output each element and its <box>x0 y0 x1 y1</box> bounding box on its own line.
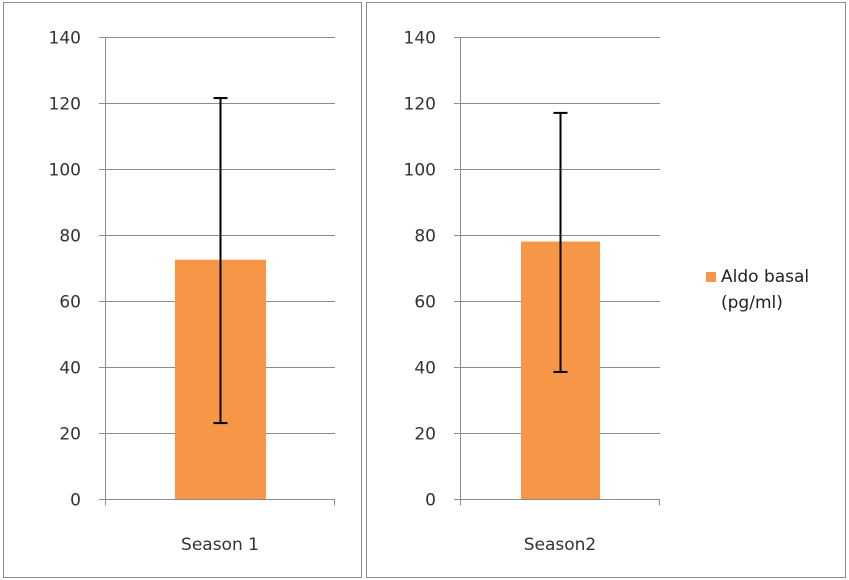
y-tick-label: 80 <box>59 227 81 247</box>
y-tick-label: 40 <box>414 359 436 379</box>
chart-panel-2-frame <box>366 2 846 578</box>
y-tick-label: 80 <box>414 227 436 247</box>
y-tick-label: 60 <box>414 293 436 313</box>
y-tick-label: 100 <box>404 161 436 181</box>
y-tick-label: 60 <box>59 293 81 313</box>
x-category-label: Season2 <box>524 535 597 555</box>
y-tick-label: 20 <box>59 425 81 445</box>
chart-2: 0 20 40 60 80 100 120 140 Season2 <box>404 29 660 555</box>
legend-label: Aldo basal (pg/ml) <box>721 267 810 313</box>
legend: Aldo basal (pg/ml) <box>706 264 831 316</box>
y-tick-label: 0 <box>70 491 81 511</box>
legend-swatch <box>706 272 716 282</box>
y-tick-label: 0 <box>425 491 436 511</box>
y-tick-label: 140 <box>404 29 436 49</box>
y-tick-label: 100 <box>49 161 81 181</box>
y-tick-label: 120 <box>404 95 436 115</box>
y-tick-label: 140 <box>49 29 81 49</box>
y-tick-label: 40 <box>59 359 81 379</box>
chart-1: 0 20 40 60 80 100 120 140 Season 1 <box>49 29 335 555</box>
y-tick-label: 120 <box>49 95 81 115</box>
x-category-label: Season 1 <box>181 535 259 555</box>
y-tick-label: 20 <box>414 425 436 445</box>
